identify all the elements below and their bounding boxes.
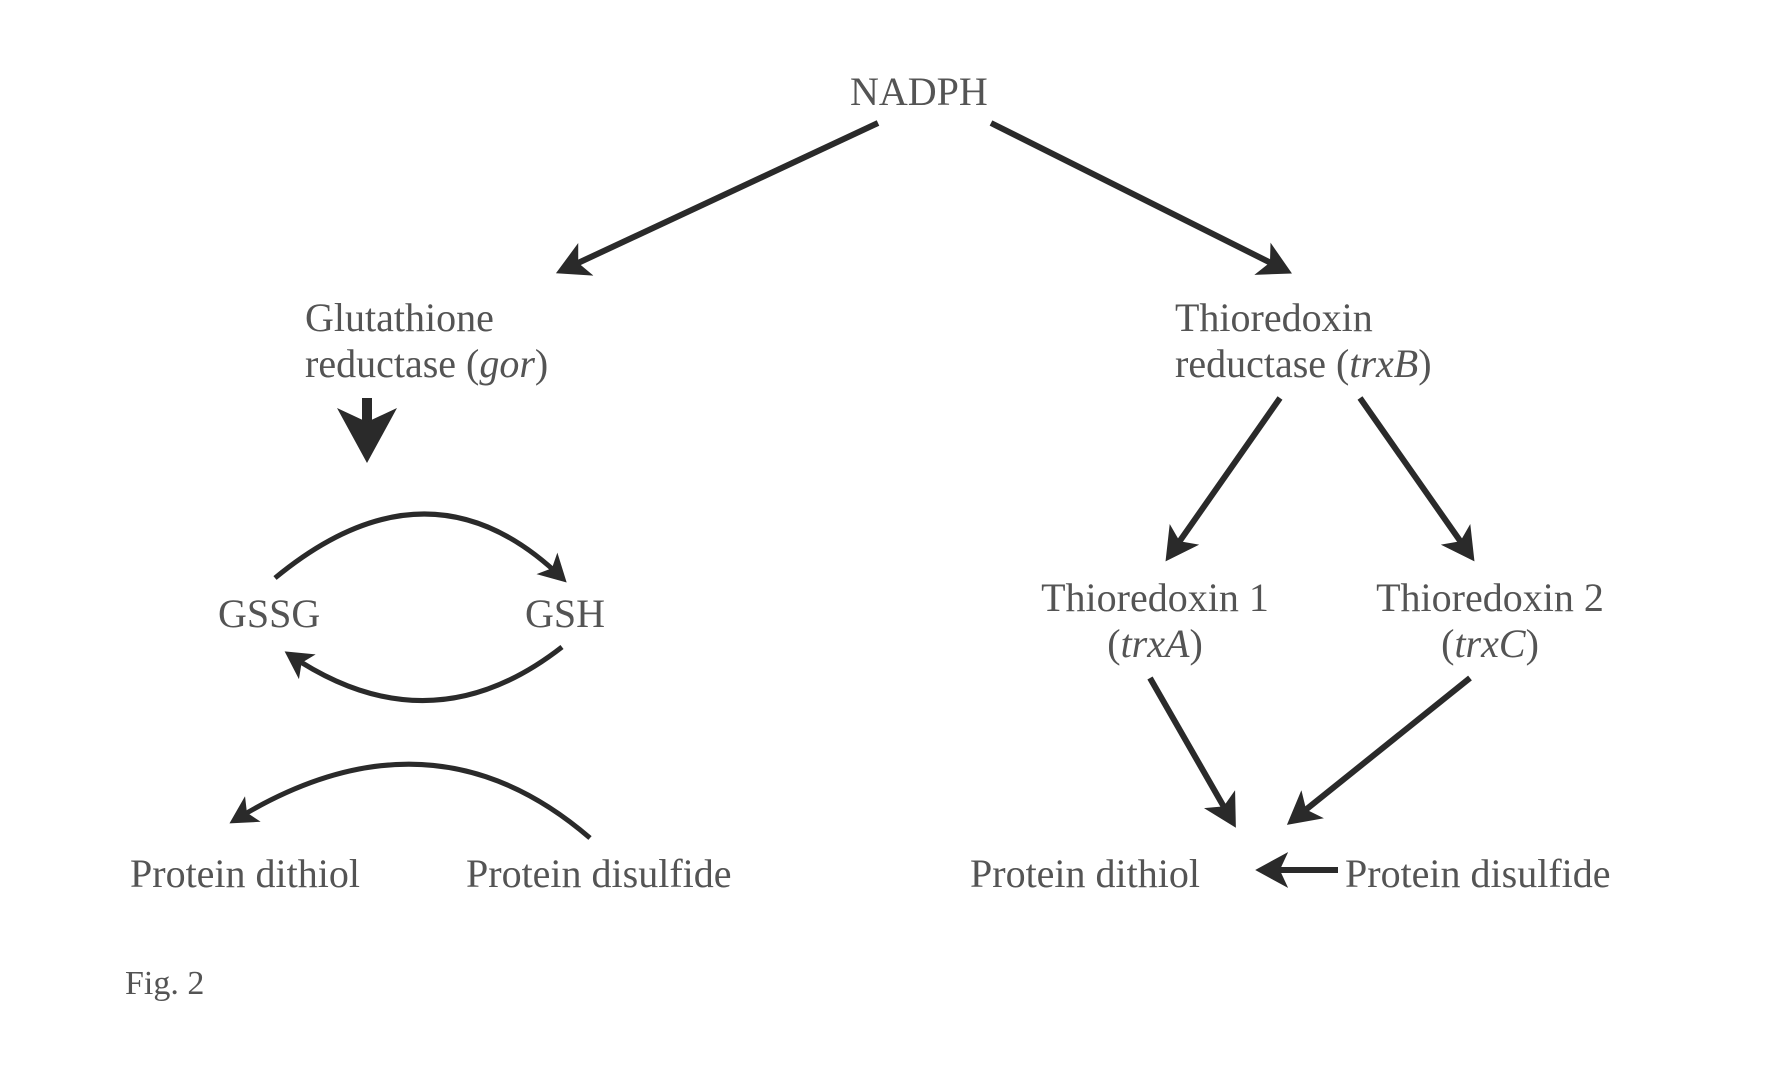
edge-nadph-to-gor — [563, 123, 878, 270]
trx1-line1: Thioredoxin 1 — [1041, 575, 1269, 620]
node-protein-dithiol-left: Protein dithiol — [130, 850, 360, 897]
node-gssg: GSSG — [218, 590, 320, 637]
trx1-close: ) — [1189, 621, 1202, 666]
trx2-gene: trxC — [1454, 621, 1525, 666]
node-thioredoxin-reductase: Thioredoxin reductase (trxB) — [1175, 295, 1432, 387]
trxb-line2c: ) — [1418, 341, 1431, 386]
gor-line2a: reductase ( — [305, 341, 479, 386]
trx2-open: ( — [1441, 621, 1454, 666]
trx1-open: ( — [1107, 621, 1120, 666]
edge-trxb-to-trx2 — [1360, 398, 1470, 555]
edge-trxb-to-trx1 — [1170, 398, 1280, 555]
edge-cycle-bottom — [290, 647, 562, 701]
edge-trx1-to-dithiol — [1150, 678, 1232, 821]
trx2-line1: Thioredoxin 2 — [1376, 575, 1604, 620]
node-glutathione-reductase: Glutathione reductase (gor) — [305, 295, 548, 387]
trxb-line1: Thioredoxin — [1175, 295, 1373, 340]
trxb-gene: trxB — [1349, 341, 1418, 386]
diagram-arrows — [0, 0, 1774, 1091]
edge-disulfide-to-dithiol-left — [235, 764, 590, 838]
trx2-close: ) — [1526, 621, 1539, 666]
edge-trx2-to-dithiol — [1293, 678, 1470, 820]
figure-caption: Fig. 2 — [125, 965, 204, 1003]
node-nadph: NADPH — [850, 68, 988, 115]
node-protein-dithiol-right: Protein dithiol — [970, 850, 1200, 897]
gor-gene: gor — [479, 341, 535, 386]
gor-line2c: ) — [535, 341, 548, 386]
node-thioredoxin2: Thioredoxin 2 (trxC) — [1355, 575, 1625, 667]
trx1-gene: trxA — [1121, 621, 1190, 666]
edge-nadph-to-trxb — [991, 123, 1285, 270]
node-protein-disulfide-left: Protein disulfide — [466, 850, 732, 897]
trxb-line2a: reductase ( — [1175, 341, 1349, 386]
edge-cycle-top — [275, 514, 562, 578]
node-gsh: GSH — [525, 590, 605, 637]
node-protein-disulfide-right: Protein disulfide — [1345, 850, 1611, 897]
gor-line1: Glutathione — [305, 295, 494, 340]
node-thioredoxin1: Thioredoxin 1 (trxA) — [1020, 575, 1290, 667]
